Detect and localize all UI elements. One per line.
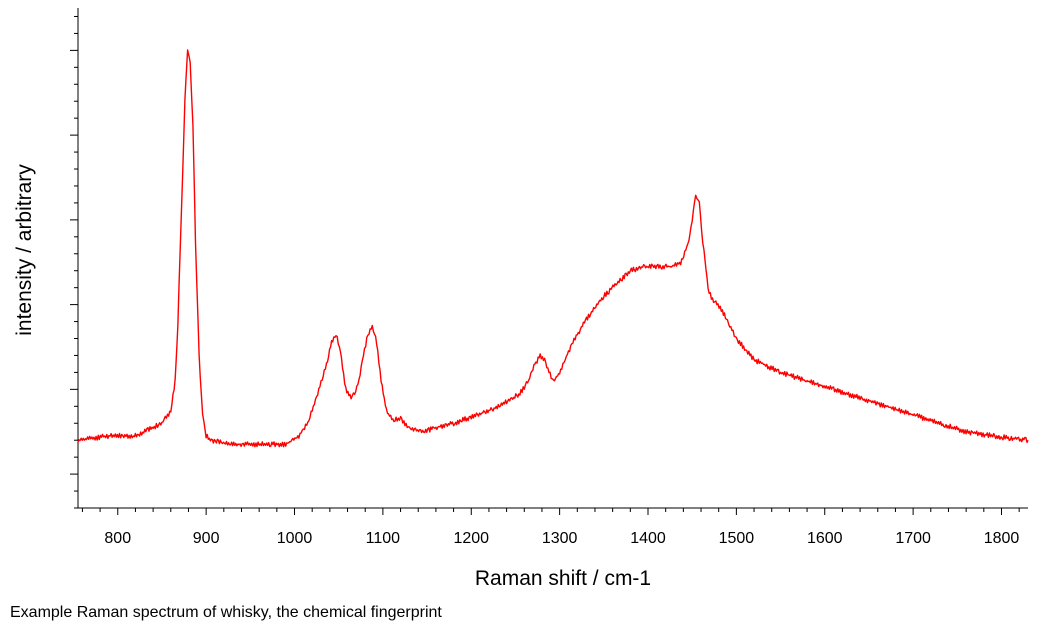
x-tick-label: 1500 [719,530,755,547]
axes [77,8,1028,509]
x-tick-label: 1300 [542,530,578,547]
x-tick-label: 1600 [807,530,843,547]
x-tick-label: 1100 [366,530,401,547]
raman-spectrum-chart: 800 900 1000 1100 1200 1300 1400 1500 1600 1700 18… [13,8,1029,590]
x-tick-label: 1700 [895,530,931,547]
x-tick-label: 1400 [630,530,666,547]
x-axis-title: Raman shift / cm-1 [475,567,651,590]
figure-caption: Example Raman spectrum of whisky, the ch… [10,604,442,621]
x-axis-ticks: 800 900 1000 1100 1200 1300 1400 1500 1600 1700 18… [81,508,1020,547]
spectrum-line [77,49,1029,448]
x-tick-label: 1000 [277,530,313,547]
y-axis-title: intensity / arbitrary [13,164,36,336]
x-tick-label: 800 [104,530,131,547]
x-tick-label: 1200 [453,530,489,547]
y-axis-ticks [70,15,78,509]
x-tick-label: 900 [193,530,220,547]
x-tick-label: 1800 [984,530,1020,547]
